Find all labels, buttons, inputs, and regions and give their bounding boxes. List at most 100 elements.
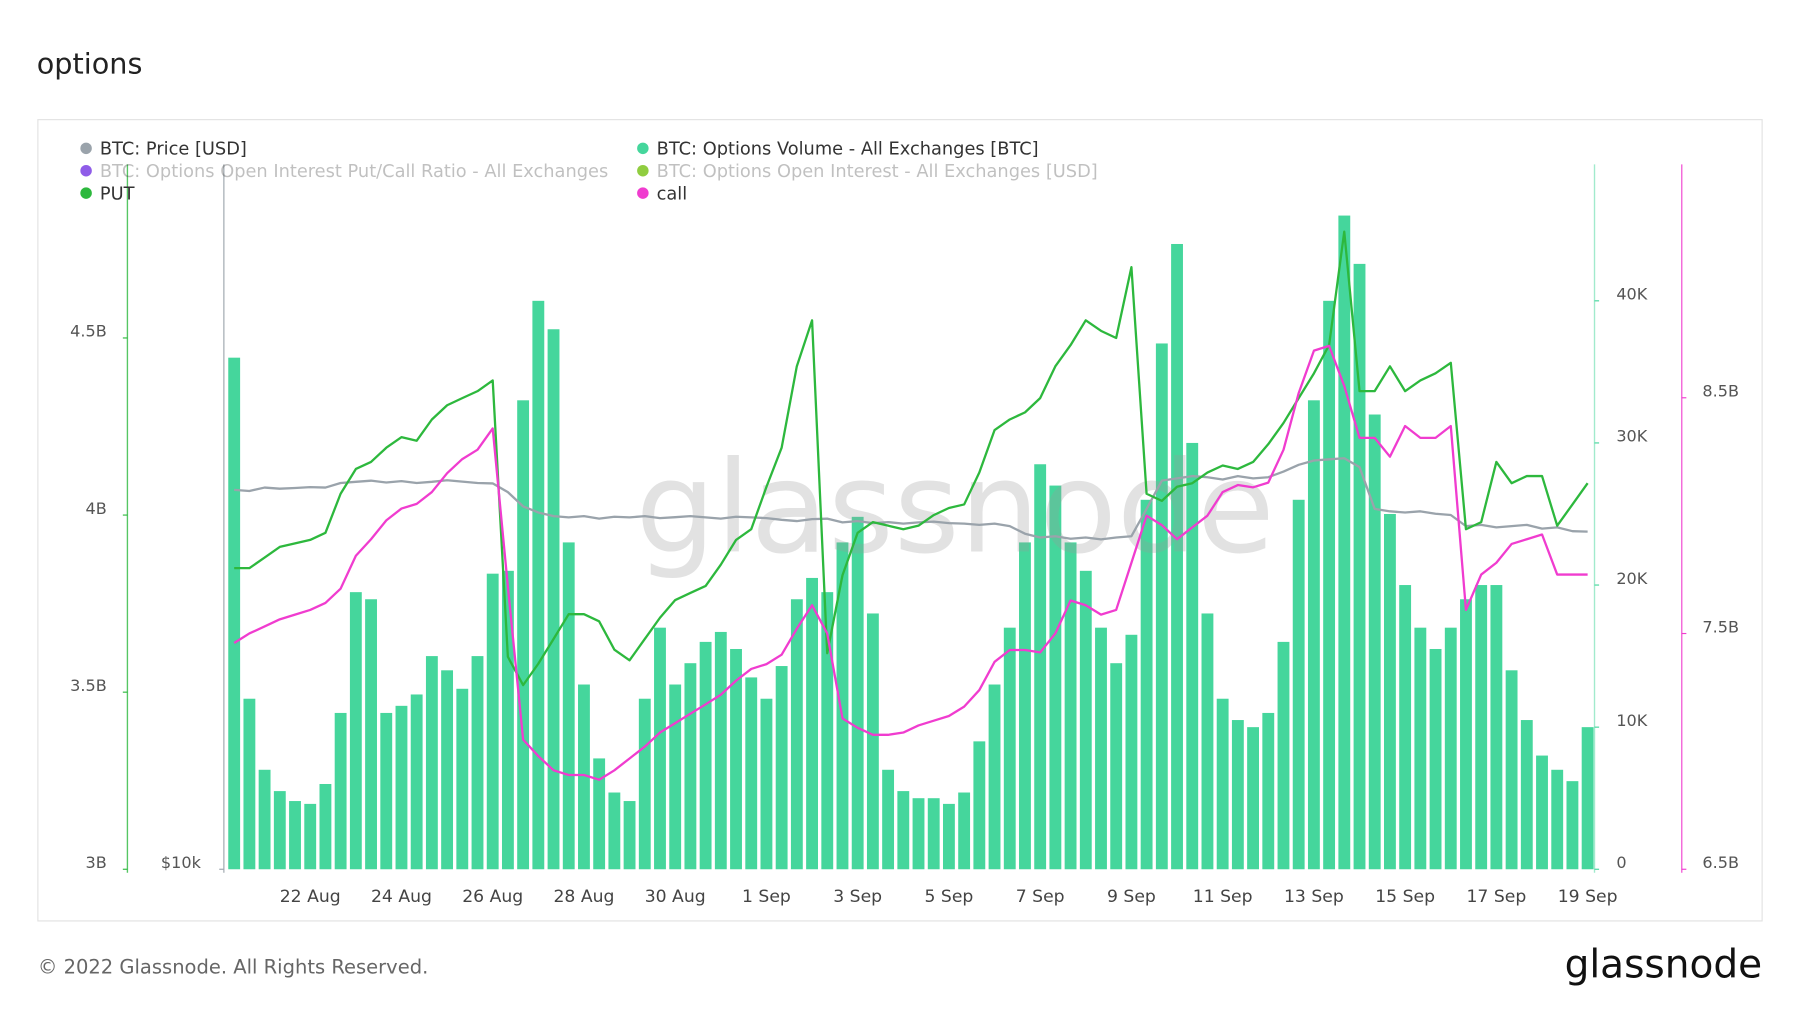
bar (1003, 627, 1016, 870)
x-tick-label: 1 Sep (742, 887, 791, 907)
bar (730, 648, 742, 870)
bar (684, 663, 697, 870)
bar (410, 694, 423, 870)
bar (1566, 781, 1579, 870)
bar (258, 769, 271, 870)
bar (1049, 485, 1062, 870)
y-tick-label: 3B (86, 853, 107, 872)
legend-label: BTC: Price [USD] (100, 138, 247, 159)
bar (365, 599, 377, 870)
bar (456, 688, 469, 870)
bar (501, 570, 514, 870)
x-tick-label: 30 Aug (645, 887, 706, 907)
bar (1414, 627, 1427, 870)
watermark: glassnode (635, 434, 1274, 581)
bar (471, 656, 484, 870)
bar (1095, 627, 1107, 870)
bar (273, 791, 286, 870)
bar (912, 798, 925, 870)
x-tick-label: 22 Aug (280, 887, 341, 907)
bar (517, 400, 530, 870)
bar (988, 684, 1001, 870)
bar (243, 698, 256, 870)
legend-marker (80, 142, 92, 155)
x-tick-label: 15 Sep (1375, 887, 1435, 907)
x-tick-label: 9 Sep (1107, 887, 1156, 907)
bar (1292, 499, 1305, 870)
bar (228, 357, 241, 870)
bar (760, 698, 773, 870)
bar (1505, 670, 1518, 870)
bar (714, 631, 727, 870)
y-tick-label: 10K (1616, 711, 1647, 730)
y-tick-label: 3.5B (70, 676, 107, 695)
bar (1475, 585, 1488, 870)
bar (821, 592, 834, 870)
bar (1323, 300, 1336, 870)
bar (1307, 400, 1320, 870)
bar (1064, 542, 1077, 870)
bar (578, 684, 590, 870)
chart-title: options (37, 47, 143, 81)
x-tick-label: 3 Sep (833, 887, 882, 907)
y-tick-label: 30K (1616, 427, 1647, 446)
bar (1551, 769, 1564, 870)
bar (1140, 499, 1153, 870)
legend-marker (637, 187, 649, 199)
bar (334, 712, 347, 870)
chart-frame (37, 119, 1763, 922)
bar (1520, 720, 1533, 870)
bar (745, 677, 758, 870)
bar (882, 769, 895, 870)
bar (1353, 263, 1366, 870)
legend-marker (80, 164, 92, 177)
bar (1399, 585, 1412, 870)
y-tick-label: $10k (161, 853, 202, 872)
line (233, 344, 1588, 781)
legend-label: PUT (100, 183, 135, 204)
bar (1079, 570, 1092, 870)
y-tick-label: 7.5B (1702, 617, 1739, 636)
bar (623, 801, 636, 870)
bar (349, 592, 362, 870)
x-tick-label: 11 Sep (1193, 887, 1253, 907)
bar (425, 656, 438, 870)
bar (806, 577, 818, 870)
bar (289, 801, 301, 870)
bar (532, 300, 545, 870)
legend-label: BTC: Options Open Interest Put/Call Rati… (100, 161, 608, 182)
bar (395, 705, 408, 870)
bar (319, 783, 332, 870)
x-tick-label: 28 Aug (553, 887, 614, 907)
bar (654, 627, 666, 870)
bar (1338, 215, 1351, 870)
bar (927, 798, 940, 870)
bar (1536, 755, 1548, 870)
bar (1247, 727, 1259, 870)
x-tick-label: 24 Aug (371, 887, 432, 907)
bar (1231, 720, 1244, 870)
bar (1125, 634, 1138, 870)
y-tick-label: 4.5B (70, 322, 107, 341)
bar (1019, 542, 1031, 870)
y-tick-label: 4B (86, 499, 107, 518)
bar (699, 641, 712, 870)
bar (1216, 698, 1229, 870)
bar (1444, 627, 1457, 870)
bar (1429, 648, 1442, 870)
bar (866, 613, 879, 870)
x-tick-label: 19 Sep (1558, 887, 1618, 907)
bar (836, 542, 849, 870)
bar (441, 670, 454, 870)
bar (1262, 712, 1275, 870)
brand-logo: glassnode (1565, 942, 1763, 987)
y-tick-label: 40K (1616, 285, 1647, 304)
bar (897, 791, 910, 870)
bar (1110, 663, 1123, 870)
bar (1171, 243, 1183, 870)
legend-label: call (657, 183, 688, 204)
bar (958, 792, 971, 870)
bar (1490, 585, 1503, 870)
